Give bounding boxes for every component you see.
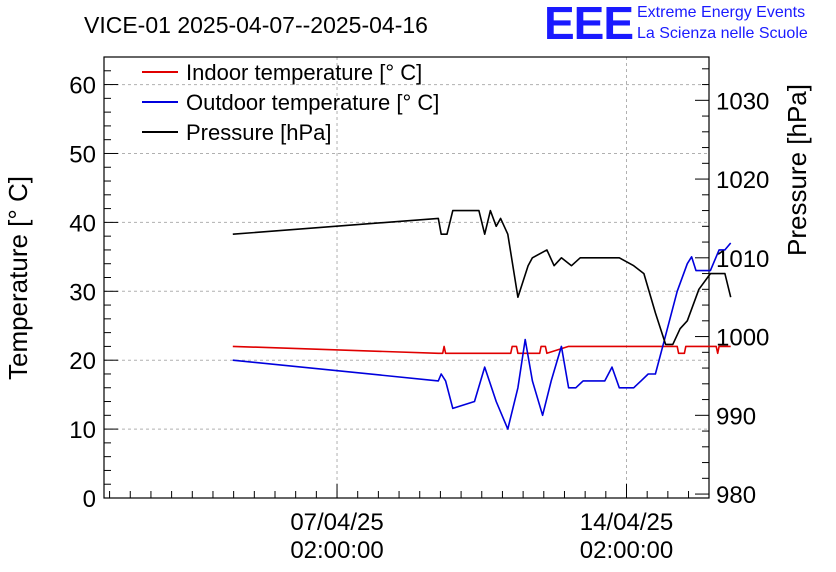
chart-title: VICE-01 2025-04-07--2025-04-16 bbox=[84, 12, 428, 38]
grid bbox=[104, 57, 709, 499]
y-tick-label: 60 bbox=[69, 73, 96, 100]
x-tick-label-time: 02:00:00 bbox=[580, 537, 673, 564]
y-tick-label: 20 bbox=[69, 348, 96, 375]
legend-label-outdoor: Outdoor temperature [° C] bbox=[186, 90, 439, 115]
legend: Indoor temperature [° C] Outdoor tempera… bbox=[142, 60, 439, 145]
y2-tick-label: 990 bbox=[716, 403, 756, 430]
y-tick-label: 0 bbox=[83, 486, 96, 513]
series-pressure bbox=[232, 209, 732, 346]
eee-logo: EEE bbox=[544, 0, 634, 49]
y2-tick-label: 1030 bbox=[716, 88, 769, 115]
axes: 0102030405060980990100010101020103007/04… bbox=[69, 56, 769, 564]
y-tick-label: 50 bbox=[69, 141, 96, 168]
y2-axis-label: Pressure [hPa] bbox=[782, 84, 812, 256]
x-tick-label-date: 07/04/25 bbox=[290, 509, 383, 536]
y2-tick-label: 1020 bbox=[716, 167, 769, 194]
y-tick-label: 30 bbox=[69, 279, 96, 306]
y-tick-label: 10 bbox=[69, 417, 96, 444]
legend-label-pressure: Pressure [hPa] bbox=[186, 120, 332, 145]
x-tick-label-date: 14/04/25 bbox=[580, 509, 673, 536]
y2-tick-label: 1000 bbox=[716, 325, 769, 352]
series-group bbox=[232, 209, 732, 430]
x-tick-label-time: 02:00:00 bbox=[290, 537, 383, 564]
y-tick-label: 40 bbox=[69, 210, 96, 237]
logo-line-2: La Scienza nelle Scuole bbox=[637, 25, 808, 42]
logo-line-1: Extreme Energy Events bbox=[637, 4, 806, 21]
series-outdoor-temperature bbox=[232, 242, 732, 430]
legend-label-indoor: Indoor temperature [° C] bbox=[186, 60, 422, 85]
y2-tick-label: 1010 bbox=[716, 246, 769, 273]
y-axis-label: Temperature [° C] bbox=[3, 176, 33, 380]
y2-tick-label: 980 bbox=[716, 482, 756, 509]
series-indoor-temperature bbox=[232, 345, 731, 355]
